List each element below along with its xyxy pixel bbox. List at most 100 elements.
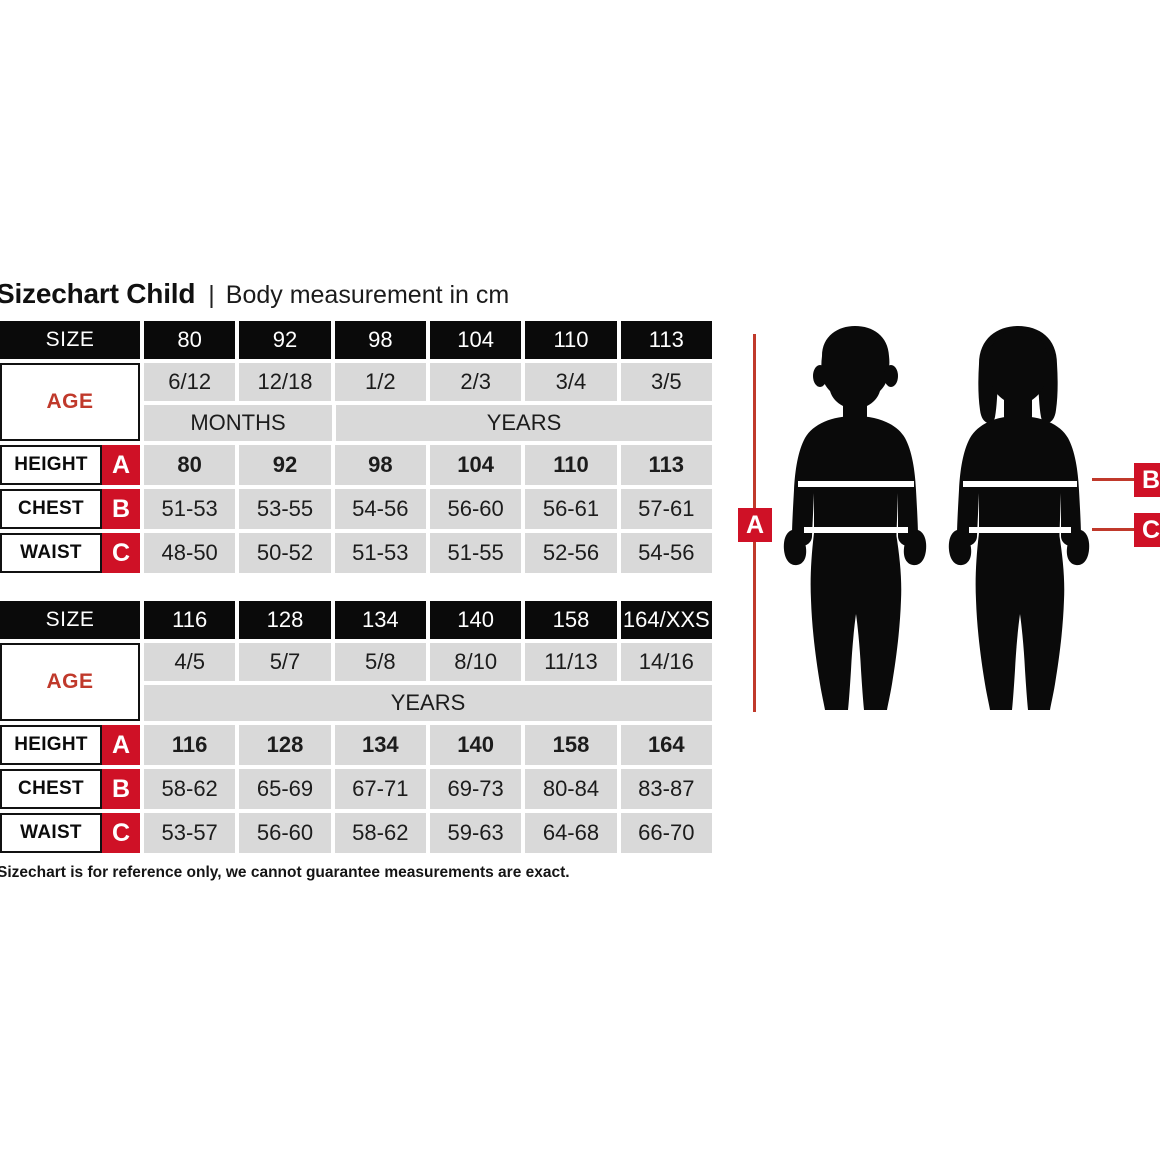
table-cell: 3/4 — [525, 363, 617, 401]
table1-size-cells: 80 92 98 104 110 113 — [140, 321, 712, 359]
table2-waist-cells: 53-57 56-60 58-62 59-63 64-68 66-70 — [140, 813, 712, 853]
badge-c: C — [102, 813, 140, 853]
table-cell: 54-56 — [334, 489, 426, 529]
table-cell: 65-69 — [239, 769, 331, 809]
table2-height-row: HEIGHT A 116 128 134 140 158 164 — [0, 725, 712, 765]
table-cell: 53-55 — [239, 489, 331, 529]
table1-age-cells: 6/12 12/18 1/2 2/3 3/4 3/5 — [140, 363, 712, 401]
table-cell: 134 — [334, 601, 426, 639]
table1-chest-row: CHEST B 51-53 53-55 54-56 56-60 56-61 57… — [0, 489, 712, 529]
table2-waist-row: WAIST C 53-57 56-60 58-62 59-63 64-68 66… — [0, 813, 712, 853]
table-cell: 58-62 — [144, 769, 236, 809]
table-cell: 164 — [620, 725, 712, 765]
table1-size-row: SIZE 80 92 98 104 110 113 — [0, 321, 712, 359]
table-unit-cell: YEARS — [144, 685, 712, 721]
figure-marker-b: B — [1134, 463, 1160, 497]
table-cell: 110 — [525, 321, 617, 359]
badge-c: C — [102, 533, 140, 573]
table-cell: 98 — [334, 445, 426, 485]
height-leader-line-bottom — [753, 542, 756, 712]
table-cell: 104 — [429, 445, 522, 485]
table2-waist-label-col: WAIST C — [0, 813, 140, 853]
table-cell: 116 — [144, 601, 236, 639]
table2-size-label-col: SIZE — [0, 601, 140, 639]
table2-height-label-col: HEIGHT A — [0, 725, 140, 765]
table1-age-block: AGE 6/12 12/18 1/2 2/3 3/4 3/5 MONTHS YE… — [0, 363, 712, 441]
figure-marker-c: C — [1134, 513, 1160, 547]
table-cell: 52-56 — [525, 533, 617, 573]
table1-unit-cells: MONTHS YEARS — [140, 405, 712, 441]
table2-chest-row: CHEST B 58-62 65-69 67-71 69-73 80-84 83… — [0, 769, 712, 809]
table1-waist-cells: 48-50 50-52 51-53 51-55 52-56 54-56 — [140, 533, 712, 573]
badge-b: B — [102, 489, 140, 529]
page-title: Sizechart Child | Body measurement in cm — [0, 278, 712, 312]
table1-height-label-col: HEIGHT A — [0, 445, 140, 485]
girl-silhouette — [948, 326, 1090, 710]
table-cell: 2/3 — [429, 363, 522, 401]
table2-size-row: SIZE 116 128 134 140 158 164/XXS — [0, 601, 712, 639]
table-cell: 50-52 — [239, 533, 331, 573]
table1-height-cells: 80 92 98 104 110 113 — [140, 445, 712, 485]
label-size: SIZE — [0, 321, 140, 359]
label-waist: WAIST — [0, 533, 102, 573]
table-cell: 48-50 — [144, 533, 236, 573]
table-cell: 51-53 — [144, 489, 236, 529]
table-cell: 116 — [144, 725, 236, 765]
table2-age-label-col: AGE — [0, 643, 140, 721]
table1-chest-label-col: CHEST B — [0, 489, 140, 529]
table-cell: 11/13 — [525, 643, 617, 681]
table-cell: 5/8 — [334, 643, 426, 681]
chart-area: Sizechart Child | Body measurement in cm… — [0, 278, 712, 882]
table-cell: 66-70 — [620, 813, 712, 853]
badge-a: A — [102, 725, 140, 765]
table1-age-label-col: AGE — [0, 363, 140, 441]
table2-height-cells: 116 128 134 140 158 164 — [140, 725, 712, 765]
table-cell: 8/10 — [429, 643, 522, 681]
table-cell: 56-61 — [525, 489, 617, 529]
title-main: Sizechart Child — [0, 278, 196, 309]
size-table-2: SIZE 116 128 134 140 158 164/XXS AGE — [0, 601, 712, 853]
chest-leader-line — [1092, 478, 1136, 481]
table1-waist-row: WAIST C 48-50 50-52 51-53 51-55 52-56 54… — [0, 533, 712, 573]
label-height: HEIGHT — [0, 725, 102, 765]
table2-size-cells: 116 128 134 140 158 164/XXS — [140, 601, 712, 639]
table-cell: 128 — [239, 725, 331, 765]
table-cell: 5/7 — [239, 643, 331, 681]
badge-a: A — [102, 445, 140, 485]
label-height: HEIGHT — [0, 445, 102, 485]
boy-silhouette — [783, 326, 927, 710]
silhouettes-svg — [783, 326, 1090, 710]
table-cell: 92 — [239, 321, 331, 359]
label-size: SIZE — [0, 601, 140, 639]
table-cell: 57-61 — [620, 489, 712, 529]
table-cell: 69-73 — [429, 769, 522, 809]
table2-chest-label-col: CHEST B — [0, 769, 140, 809]
figure-marker-a: A — [738, 508, 772, 542]
table1-size-label-col: SIZE — [0, 321, 140, 359]
table2-unit-cells: YEARS — [140, 685, 712, 721]
table-cell: 3/5 — [620, 363, 712, 401]
table-cell: 54-56 — [620, 533, 712, 573]
table-unit-cell: YEARS — [336, 405, 712, 441]
table-cell: 80-84 — [525, 769, 617, 809]
table-cell: 4/5 — [144, 643, 236, 681]
table-cell: 134 — [334, 725, 426, 765]
table1-waist-label-col: WAIST C — [0, 533, 140, 573]
table-cell: 113 — [620, 321, 712, 359]
table-cell: 6/12 — [144, 363, 236, 401]
title-subtitle: Body measurement in cm — [225, 281, 510, 309]
table-cell: 164/XXS — [620, 601, 712, 639]
table-cell: 113 — [620, 445, 712, 485]
table-cell: 12/18 — [239, 363, 331, 401]
table-cell: 98 — [334, 321, 426, 359]
table-cell: 56-60 — [429, 489, 522, 529]
label-chest: CHEST — [0, 769, 102, 809]
table-cell: 158 — [525, 725, 617, 765]
table-unit-cell: MONTHS — [144, 405, 332, 441]
table-cell: 14/16 — [620, 643, 712, 681]
table-cell: 83-87 — [620, 769, 712, 809]
table-cell: 53-57 — [144, 813, 236, 853]
table-cell: 64-68 — [525, 813, 617, 853]
table1-chest-cells: 51-53 53-55 54-56 56-60 56-61 57-61 — [140, 489, 712, 529]
